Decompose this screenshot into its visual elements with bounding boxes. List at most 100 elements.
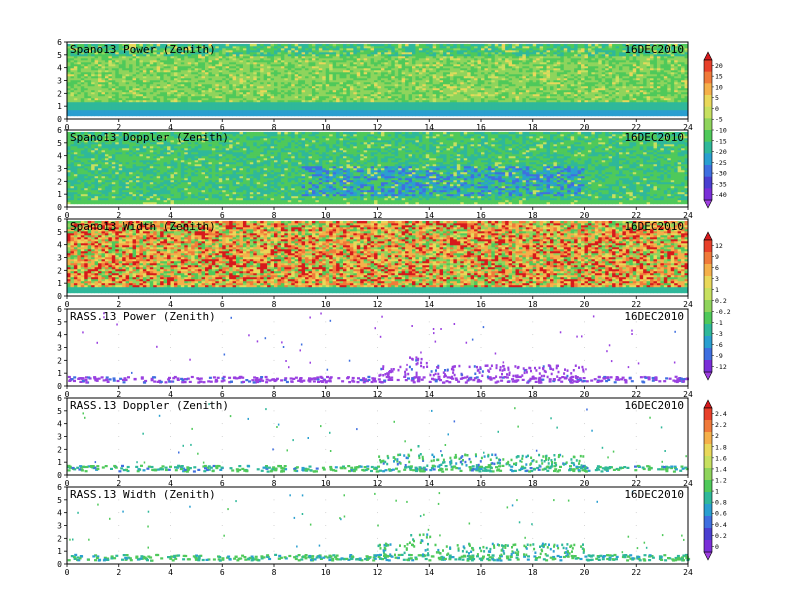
heatmap-cell [77,43,82,47]
heatmap-cell [329,43,334,47]
heatmap-cell [94,67,99,71]
heatmap-cell [177,85,182,89]
heatmap-cell [84,95,89,99]
heatmap-cell [187,49,192,53]
heatmap-cell [191,49,196,53]
heatmap-cell [77,53,82,57]
heatmap-cell [215,45,220,49]
heatmap-cell [208,55,213,59]
heatmap-cell [280,57,285,61]
heatmap-cell [170,61,175,65]
heatmap-cell [101,67,106,71]
heatmap-cell [146,61,151,65]
heatmap-cell [84,53,89,57]
heatmap-cell [270,97,275,101]
heatmap-cell [84,69,89,73]
heatmap-cell [80,63,85,67]
heatmap-cell [198,113,202,117]
heatmap-cell [153,43,158,47]
heatmap-cell [215,73,220,77]
heatmap-cell [115,93,120,97]
heatmap-cell [70,93,75,97]
heatmap-cell [270,107,275,111]
heatmap-cell [239,49,244,53]
heatmap-cell [225,73,230,77]
heatmap-cell [391,43,396,47]
heatmap-cell [418,43,423,47]
heatmap-cell [184,77,189,81]
heatmap-cell [111,45,116,49]
heatmap-cell [256,71,261,75]
heatmap-cell [184,107,189,111]
heatmap-cell [229,83,233,87]
heatmap-cell [167,87,171,91]
heatmap-cell [73,47,78,51]
heatmap-cell [284,97,289,101]
heatmap-cell [246,63,251,67]
heatmap-cell [205,79,209,83]
heatmap-cell [94,51,99,55]
heatmap-cell [260,101,265,105]
heatmap-cell [260,113,265,117]
heatmap-cell [239,43,244,47]
heatmap-cell [225,71,230,75]
heatmap-cell [177,45,182,49]
heatmap-cell [280,89,285,93]
heatmap-cell [194,61,199,65]
heatmap-cell [129,103,133,107]
heatmap-cell [67,105,71,109]
heatmap-cell [180,73,185,77]
heatmap-cell [163,77,168,81]
heatmap-cell [94,109,99,113]
heatmap-cell [225,113,230,117]
heatmap-cell [287,67,292,71]
heatmap-cell [84,43,89,47]
heatmap-cell [115,113,120,117]
heatmap-cell [122,73,127,77]
heatmap-cell [232,107,237,111]
heatmap-cell [91,47,95,51]
heatmap-cell [153,71,158,75]
heatmap-cell [91,105,95,109]
heatmap-cell [291,109,296,113]
heatmap-cell [184,113,189,117]
heatmap-cell [239,101,244,105]
heatmap-cell [177,107,182,111]
heatmap-cell [125,63,130,67]
heatmap-cell [177,57,182,61]
heatmap-cell [87,93,92,97]
heatmap-cell [239,53,244,57]
heatmap-cell [115,55,120,59]
heatmap-cell [73,109,78,113]
heatmap-cell [129,43,133,47]
heatmap-cell [274,79,278,83]
heatmap-cell [246,87,251,91]
heatmap-cell [91,111,95,115]
heatmap-cell [146,65,151,69]
heatmap-cell [267,45,271,49]
heatmap-cell [249,67,254,71]
heatmap-cell [270,55,275,59]
heatmap-cell [239,47,244,51]
heatmap-cell [149,57,154,61]
heatmap-cell [101,43,106,47]
heatmap-cell [136,89,140,93]
heatmap-cell [125,71,130,75]
heatmap-cell [122,107,127,111]
heatmap-cell [177,59,182,63]
heatmap-cell [94,73,99,77]
heatmap-cell [146,97,151,101]
heatmap-cell [256,55,261,59]
heatmap-cell [91,49,95,53]
heatmap-cell [291,85,296,89]
heatmap-cell [270,81,275,85]
heatmap-cell [184,71,189,75]
heatmap-cell [77,85,82,89]
heatmap-cell [267,99,271,103]
heatmap-cell [211,45,216,49]
heatmap-cell [70,87,75,91]
heatmap-cell [218,93,223,97]
heatmap-cell [173,91,178,95]
heatmap-cell [208,53,213,57]
heatmap-cell [77,61,82,65]
